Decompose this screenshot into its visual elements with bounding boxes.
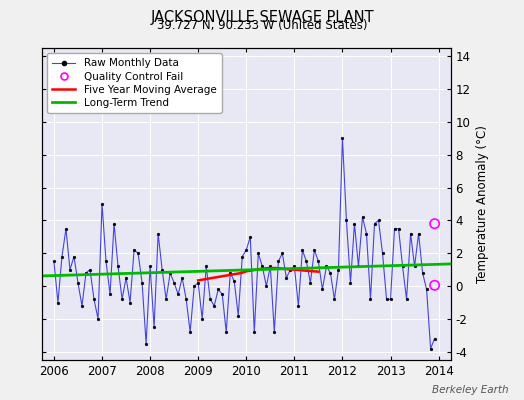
Legend: Raw Monthly Data, Quality Control Fail, Five Year Moving Average, Long-Term Tren: Raw Monthly Data, Quality Control Fail, … [47,53,222,113]
Point [430,282,439,288]
Point [430,220,439,227]
Text: Berkeley Earth: Berkeley Earth [432,385,508,395]
Text: 39.727 N, 90.233 W (United States): 39.727 N, 90.233 W (United States) [157,19,367,32]
Y-axis label: Temperature Anomaly (°C): Temperature Anomaly (°C) [476,125,489,283]
Text: JACKSONVILLE SEWAGE PLANT: JACKSONVILLE SEWAGE PLANT [150,10,374,25]
